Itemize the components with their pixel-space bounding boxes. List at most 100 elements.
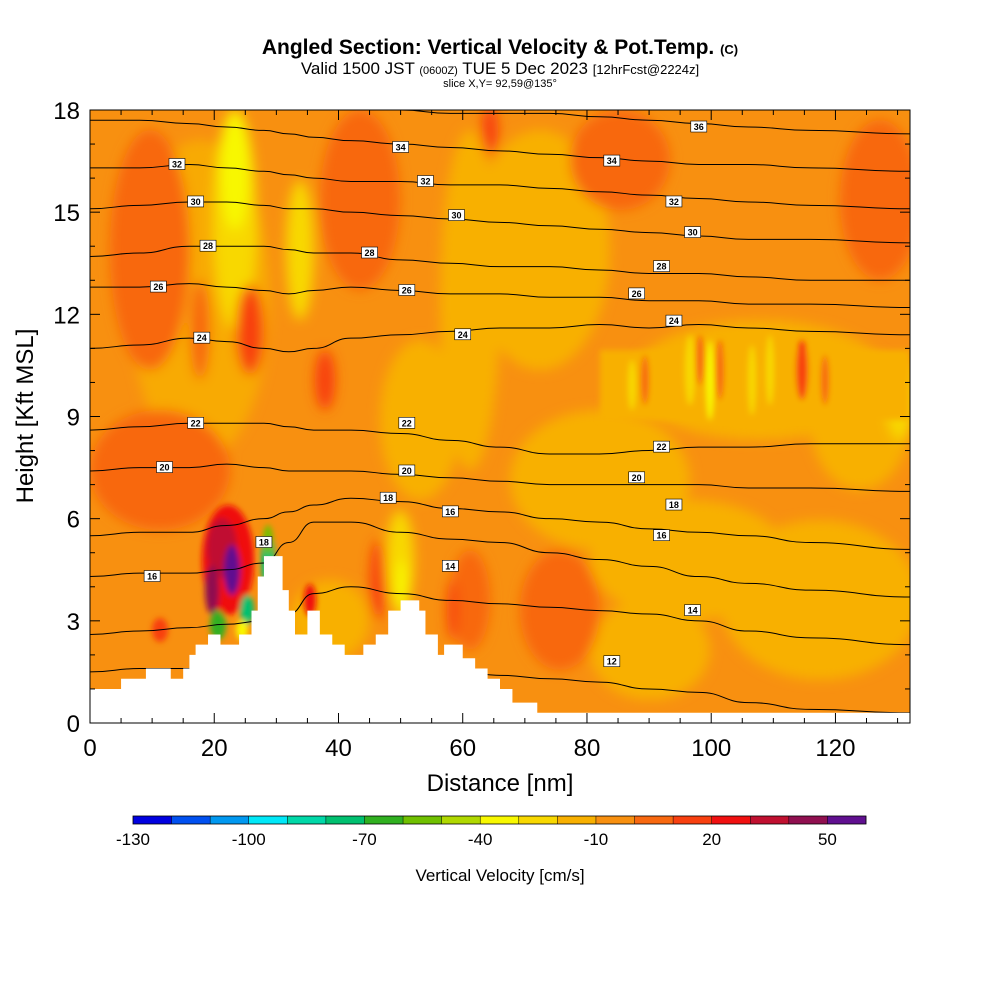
- colorbar-label: -130: [116, 830, 150, 849]
- contour-label-text: 14: [688, 606, 698, 616]
- contour-label-text: 16: [445, 507, 455, 517]
- contour-label-text: 28: [365, 248, 375, 258]
- contour-label-text: 18: [259, 538, 269, 548]
- contour-label-text: 20: [402, 466, 412, 476]
- colorbar-swatch: [210, 816, 250, 824]
- contour-label: 26: [628, 287, 645, 300]
- colorbar-swatch: [518, 816, 558, 824]
- contour-label: 30: [448, 209, 465, 221]
- contour-label-text: 22: [191, 418, 201, 428]
- contour-label: 32: [168, 158, 186, 170]
- colorbar-frame: [132, 815, 867, 825]
- theta-contour-16: [90, 521, 910, 598]
- contour-label-text: 32: [420, 177, 430, 187]
- contour-label: 32: [417, 175, 434, 187]
- colorbar-title: Vertical Velocity [cm/s]: [415, 866, 584, 885]
- contour-label-text: 22: [657, 442, 667, 452]
- colorbar-swatch: [248, 816, 288, 824]
- contour-label: 16: [442, 505, 459, 518]
- colorbar: -130 -100 -70 -40 -10 20 50: [116, 815, 867, 849]
- colorbar-swatch: [595, 816, 635, 824]
- velocity-field: [90, 110, 910, 723]
- contour-label: 32: [665, 195, 683, 208]
- colorbar-swatch: [403, 816, 442, 824]
- theta-contour-26: [90, 283, 910, 309]
- contour-label: 24: [665, 314, 683, 327]
- colorbar-swatch: [480, 816, 520, 824]
- x-tick-label: 0: [83, 735, 96, 762]
- contour-label: 24: [454, 328, 472, 341]
- contour-label-text: 26: [402, 285, 412, 295]
- contour-label-text: 30: [191, 197, 201, 207]
- y-tick-label: 15: [53, 200, 80, 227]
- y-axis-label: Height [Kft MSL]: [12, 329, 39, 504]
- theta-contour-30: [90, 201, 910, 244]
- contour-label-text: 28: [657, 262, 667, 272]
- colorbar-swatch: [750, 816, 790, 824]
- y-tick-label: 3: [67, 609, 80, 636]
- contour-label-text: 34: [607, 156, 617, 166]
- contour-label: 16: [653, 529, 670, 541]
- theta-contour-36: [90, 110, 910, 135]
- colorbar-swatch: [325, 816, 365, 824]
- contour-label-text: 24: [669, 316, 679, 326]
- contour-label-text: 18: [669, 500, 679, 510]
- terrain-mask: [90, 556, 910, 723]
- contour-label-text: 16: [147, 572, 157, 582]
- contour-label: 28: [361, 246, 378, 259]
- contour-label: 22: [653, 440, 670, 453]
- contour-label: 26: [398, 284, 416, 296]
- theta-contour-14: [90, 586, 910, 646]
- contour-label-text: 30: [452, 211, 462, 221]
- contour-label-text: 20: [632, 473, 642, 483]
- colorbar-swatch: [788, 816, 828, 824]
- colorbar-swatch: [287, 816, 327, 824]
- contour-label: 18: [379, 491, 397, 504]
- theta-contour-20: [90, 463, 910, 492]
- contour-label-text: 28: [203, 241, 213, 251]
- theta-contour-22: [90, 422, 910, 455]
- colorbar-label: -100: [232, 830, 266, 849]
- colorbar-label: -10: [584, 830, 609, 849]
- colorbar-swatch: [171, 816, 211, 824]
- theta-contour-34: [90, 119, 910, 172]
- y-tick-label: 9: [67, 405, 80, 432]
- contour-label: 22: [187, 417, 204, 429]
- contour-label: 28: [653, 260, 670, 272]
- contour-label-text: 24: [197, 333, 207, 343]
- contour-label-text: 32: [172, 159, 182, 169]
- contour-label-text: 36: [694, 122, 704, 132]
- contour-labels: 12 14 14 16 16 16 18 18 18 20 20 20 22 22 22 24 24 24 26 26…: [143, 120, 708, 668]
- colorbar-swatch: [133, 816, 172, 824]
- theta-contour-28: [90, 245, 910, 281]
- contour-label: 20: [156, 461, 173, 473]
- colorbar-label: 50: [818, 830, 837, 849]
- theta-contour-24: [90, 324, 910, 353]
- chart-subtitle: Valid 1500 JST (0600Z) TUE 5 Dec 2023 [1…: [300, 59, 700, 78]
- contour-label: 16: [143, 570, 161, 582]
- colorbar-swatch: [711, 816, 751, 824]
- contour-label: 20: [628, 471, 645, 484]
- contour-label-text: 32: [669, 197, 679, 207]
- y-tick-label: 0: [67, 711, 80, 738]
- x-tick-label: 20: [201, 735, 228, 762]
- contour-label: 18: [665, 498, 683, 511]
- contour-label-text: 12: [607, 657, 617, 667]
- contour-label: 14: [442, 560, 459, 572]
- colorbar-swatch: [673, 816, 712, 824]
- chart-title: Angled Section: Vertical Velocity & Pot.…: [261, 36, 739, 59]
- x-tick-label: 60: [449, 735, 476, 762]
- y-tick-label: 6: [67, 507, 80, 534]
- x-tick-label: 80: [574, 735, 601, 762]
- contour-label: 36: [690, 120, 708, 133]
- contour-label-text: 14: [445, 561, 455, 571]
- contour-label-text: 34: [396, 142, 406, 152]
- contour-label: 34: [603, 154, 621, 167]
- contour-label-text: 26: [632, 289, 642, 299]
- contour-label-text: 22: [402, 418, 412, 428]
- y-tick-label: 12: [53, 302, 80, 329]
- colorbar-swatch: [364, 816, 404, 824]
- contour-label-text: 20: [160, 463, 170, 473]
